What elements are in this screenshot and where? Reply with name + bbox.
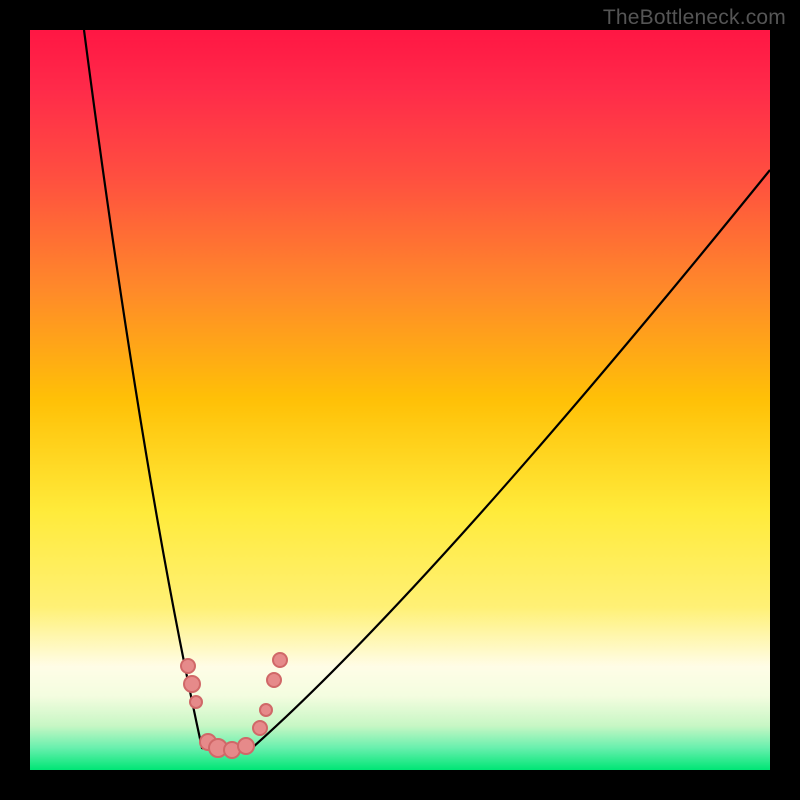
data-marker bbox=[237, 737, 255, 755]
bottleneck-curve bbox=[84, 30, 770, 751]
data-marker bbox=[183, 675, 201, 693]
data-marker bbox=[266, 672, 282, 688]
curve-layer bbox=[30, 30, 770, 770]
data-marker bbox=[252, 720, 268, 736]
watermark-text: TheBottleneck.com bbox=[603, 6, 786, 30]
data-marker bbox=[272, 652, 288, 668]
plot-area bbox=[30, 30, 770, 770]
data-marker bbox=[189, 695, 203, 709]
data-marker bbox=[259, 703, 273, 717]
data-marker bbox=[180, 658, 196, 674]
